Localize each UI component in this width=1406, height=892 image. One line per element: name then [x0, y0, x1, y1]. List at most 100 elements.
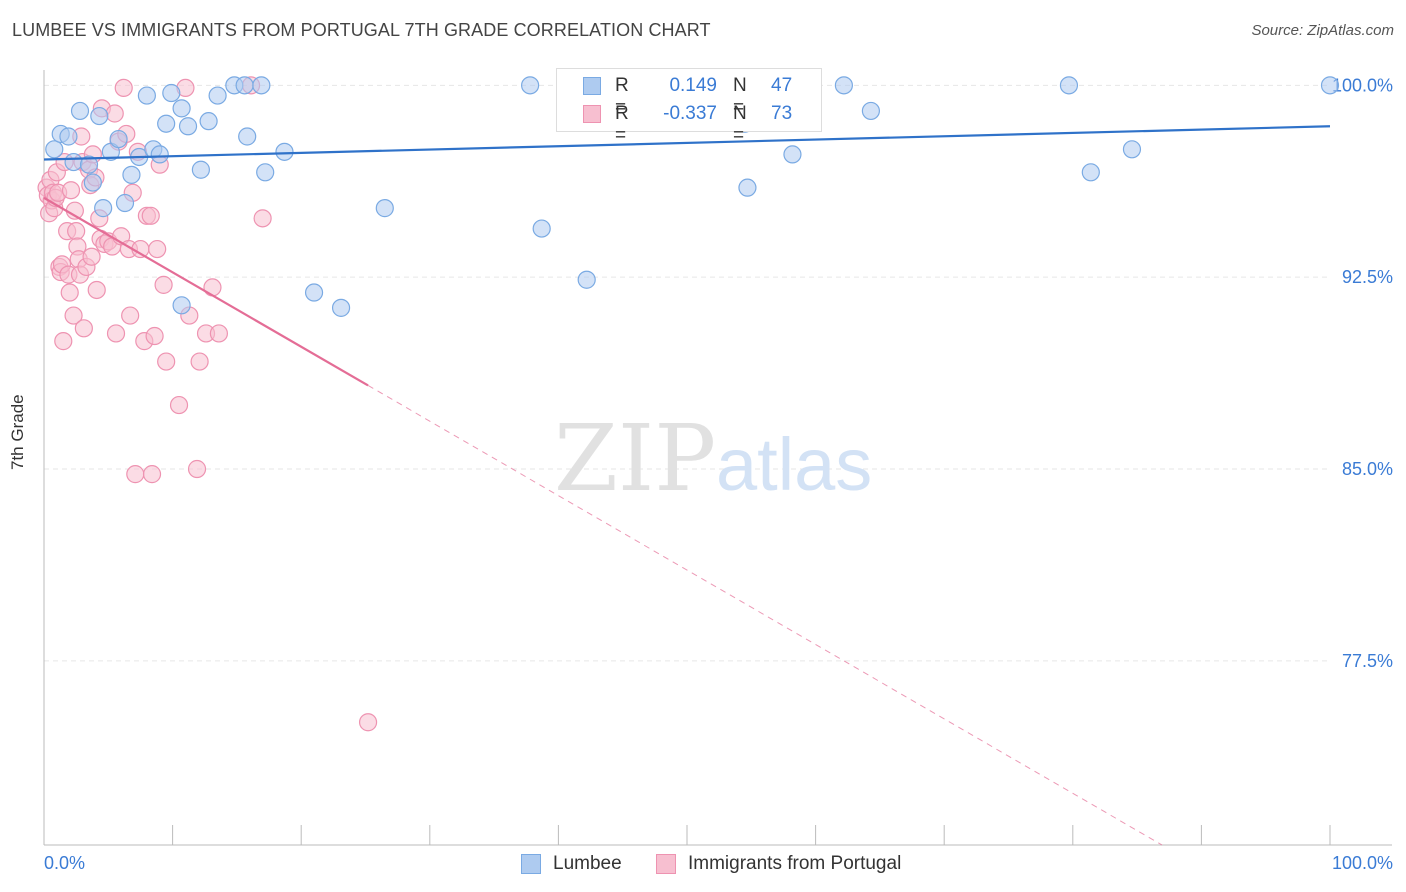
portugal-point — [169, 395, 189, 415]
lumbee-point — [70, 101, 90, 121]
portugal-point — [148, 239, 167, 259]
lumbee-point — [1059, 76, 1079, 95]
y-tick-label: 100.0% — [1332, 75, 1393, 95]
trendlines — [43, 125, 1331, 846]
lumbee-point — [64, 152, 83, 172]
n-value: 73 — [771, 103, 793, 124]
portugal-point — [105, 104, 124, 123]
lumbee-point — [178, 117, 198, 136]
lumbee-point — [59, 127, 78, 146]
lumbee-trendline — [43, 125, 1331, 161]
lumbee-point — [122, 165, 141, 184]
r-value: -0.337 — [663, 103, 717, 124]
n-label: N = — [733, 103, 747, 146]
lumbee-point — [45, 140, 64, 159]
portugal-point — [126, 465, 145, 484]
lumbee-point — [191, 160, 210, 179]
lumbee-point — [79, 155, 99, 174]
gridlines — [44, 84, 1330, 662]
lumbee-point — [137, 86, 156, 105]
y-axis-label: 7th Grade — [8, 394, 27, 470]
lumbee-point — [1320, 76, 1340, 95]
n-value: 47 — [771, 75, 793, 96]
lumbee-point — [1122, 140, 1142, 159]
lumbee-point — [577, 270, 596, 289]
lumbee-point — [834, 76, 853, 95]
lumbee-point — [532, 219, 551, 238]
lumbee-point — [738, 178, 757, 197]
portugal-point — [64, 306, 83, 325]
portugal-point — [358, 713, 378, 732]
lumbee-point — [208, 86, 227, 105]
lumbee-point — [256, 163, 275, 182]
y-tick-labels: 77.5% 85.0% 92.5% 100.0% — [1332, 75, 1393, 670]
portugal-point — [253, 209, 272, 228]
portugal-point — [142, 465, 162, 484]
lumbee-point — [861, 101, 880, 121]
portugal-point — [67, 222, 86, 241]
lumbee-swatch — [583, 77, 601, 95]
lumbee-point — [83, 173, 102, 192]
stats-legend: R = 0.149 N = 47 R = -0.337 N = 73 — [556, 68, 822, 146]
portugal-point — [82, 247, 101, 266]
lumbee-point — [172, 296, 191, 315]
portugal-point — [121, 306, 140, 325]
portugal-point — [74, 319, 93, 338]
lumbee-legend-swatch — [521, 854, 541, 874]
portugal-legend-label: Immigrants from Portugal — [688, 853, 902, 874]
portugal-point — [203, 278, 222, 297]
lumbee-point — [331, 298, 351, 317]
lumbee-legend-label: Lumbee — [553, 853, 622, 874]
portugal-trendline-extension — [367, 385, 1163, 846]
lumbee-point — [521, 76, 540, 95]
portugal-point — [154, 275, 173, 294]
watermark-zip: ZIP — [554, 405, 716, 512]
portugal-point — [187, 459, 207, 479]
lumbee-point — [90, 106, 109, 126]
portugal-point — [190, 352, 209, 371]
lumbee-point — [150, 145, 169, 164]
portugal-point — [87, 280, 106, 300]
x-tick-label: 100.0% — [1332, 853, 1393, 873]
lumbee-point — [172, 99, 191, 118]
portugal-point — [60, 283, 79, 302]
lumbee-point — [115, 193, 135, 213]
portugal-legend-swatch — [656, 854, 676, 874]
source-credit: Source: ZipAtlas.com — [1251, 22, 1394, 39]
chart-title: LUMBEE VS IMMIGRANTS FROM PORTUGAL 7TH G… — [12, 20, 711, 40]
r-value: 0.149 — [669, 75, 717, 96]
n-label: N = — [733, 75, 747, 118]
y-tick-label: 77.5% — [1342, 651, 1393, 671]
portugal-point — [157, 352, 176, 371]
lumbee-point — [375, 199, 394, 218]
portugal-trendline — [43, 196, 369, 387]
watermark-atlas: atlas — [716, 423, 872, 506]
lumbee-point — [275, 142, 294, 161]
lumbee-point — [252, 76, 271, 95]
portugal-swatch — [583, 105, 601, 123]
portugal-point — [145, 326, 164, 346]
lumbee-point — [1081, 163, 1100, 182]
portugal-point — [106, 324, 126, 343]
r-label: R = — [615, 103, 629, 146]
x-tick-labels: 0.0% 100.0% — [44, 853, 1393, 873]
lumbee-point — [199, 112, 218, 131]
portugal-point — [114, 78, 133, 98]
watermark: ZIP atlas — [554, 405, 872, 512]
lumbee-point — [304, 283, 324, 302]
y-tick-label: 92.5% — [1342, 267, 1393, 287]
lumbee-point — [94, 199, 113, 218]
lumbee-point — [238, 127, 257, 146]
lumbee-point — [235, 76, 254, 95]
portugal-point — [54, 332, 73, 351]
series-portugal-points — [37, 76, 378, 732]
portugal-point — [61, 181, 81, 200]
y-tick-label: 85.0% — [1342, 459, 1393, 479]
x-tick-label: 0.0% — [44, 853, 85, 873]
portugal-point — [209, 324, 228, 343]
lumbee-point — [783, 145, 802, 164]
lumbee-point — [162, 83, 181, 103]
r-label: R = — [615, 75, 629, 118]
lumbee-point — [157, 114, 176, 133]
